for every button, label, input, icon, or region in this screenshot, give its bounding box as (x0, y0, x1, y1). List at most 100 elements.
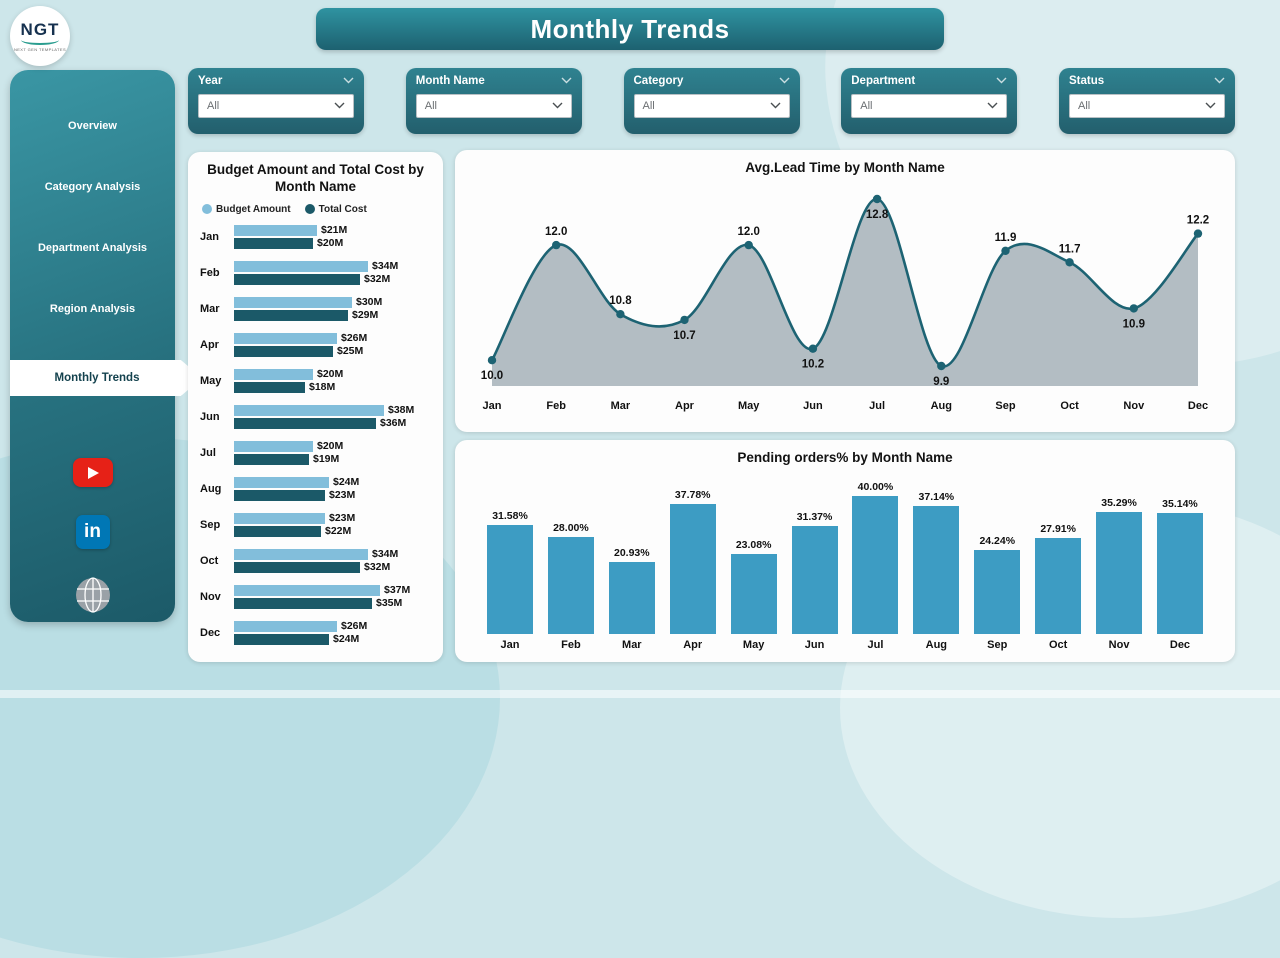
background-strip (0, 690, 1280, 698)
bar-value-label: $29M (352, 309, 379, 322)
x-axis-label: Jul (869, 400, 885, 412)
bar-total-cost-nov[interactable] (234, 597, 372, 609)
data-point-oct[interactable] (1065, 257, 1074, 267)
filter-header: Department (851, 75, 1007, 87)
pending-column-feb: 28.00% Feb (546, 473, 596, 651)
bar-budget-amount-sep[interactable] (234, 512, 325, 524)
filter-dropdown-month-name[interactable]: All (415, 94, 572, 118)
bar-total-cost-aug[interactable] (234, 489, 325, 501)
filter-header: Month Name (416, 75, 572, 87)
bar-dec[interactable] (1156, 512, 1203, 634)
x-axis-label: May (738, 400, 760, 412)
bar-total-cost-dec[interactable] (234, 633, 329, 645)
bar-total-cost-sep[interactable] (234, 525, 321, 537)
bar-apr[interactable] (669, 503, 716, 634)
data-point-mar[interactable] (616, 309, 625, 319)
bar-budget-amount-dec[interactable] (234, 620, 337, 632)
x-axis-label: Dec (1169, 638, 1191, 651)
x-axis-label: Jan (500, 638, 520, 651)
bar-line: $35M (234, 597, 431, 609)
bar-budget-amount-jun[interactable] (234, 404, 384, 416)
x-axis-label: Feb (546, 400, 566, 412)
bar-total-cost-mar[interactable] (234, 309, 348, 321)
data-point-apr[interactable] (680, 315, 689, 324)
filter-label: Department (851, 75, 916, 87)
bar-budget-amount-may[interactable] (234, 368, 313, 380)
bar-total-cost-may[interactable] (234, 381, 305, 393)
bar-jan[interactable] (487, 524, 533, 634)
bar-value-label: 37.14% (918, 490, 955, 503)
bar-feb[interactable] (547, 536, 594, 634)
bar-budget-amount-jul[interactable] (234, 440, 313, 452)
filter-dropdown-year[interactable]: All (198, 94, 354, 118)
data-point-jul[interactable] (872, 194, 882, 204)
bar-total-cost-oct[interactable] (234, 561, 360, 573)
bar-budget-amount-oct[interactable] (234, 548, 368, 560)
data-point-may[interactable] (744, 240, 753, 250)
filter-dropdown-category[interactable]: All (633, 94, 790, 118)
bar-budget-amount-feb[interactable] (234, 260, 368, 272)
bar-budget-amount-aug[interactable] (234, 476, 329, 488)
bar-total-cost-apr[interactable] (234, 345, 333, 357)
point-label: 12.0 (738, 226, 760, 238)
area-fill (492, 198, 1198, 386)
x-axis-label: Dec (1188, 400, 1208, 412)
bar-oct[interactable] (1035, 537, 1082, 634)
bar-total-cost-jul[interactable] (234, 453, 309, 465)
bar-value-label: $35M (376, 597, 403, 610)
category-label: Aug (200, 482, 222, 495)
filter-dropdown-department[interactable]: All (851, 94, 1008, 118)
category-label: Oct (200, 554, 219, 567)
bar-line: $36M (234, 417, 431, 429)
bar-may[interactable] (730, 553, 777, 634)
data-point-sep[interactable] (1001, 246, 1010, 255)
data-point-jan[interactable] (487, 355, 497, 365)
sidebar-item-region-analysis[interactable]: Region Analysis (49, 303, 136, 315)
bar-value-label: $30M (356, 296, 383, 309)
bar-total-cost-jun[interactable] (234, 417, 376, 429)
chevron-down-icon (343, 75, 354, 87)
bar-sep[interactable] (974, 549, 1021, 634)
bar-mar[interactable] (608, 561, 655, 634)
bar-jul[interactable] (852, 495, 899, 634)
youtube-icon[interactable] (72, 458, 113, 487)
data-point-aug[interactable] (937, 361, 946, 371)
sidebar-item-category-analysis[interactable]: Category Analysis (44, 181, 141, 193)
bar-aug[interactable] (913, 505, 960, 634)
category-label: Mar (200, 302, 220, 315)
bar-budget-amount-mar[interactable] (234, 296, 352, 308)
bar-budget-amount-apr[interactable] (234, 332, 337, 344)
data-point-jun[interactable] (808, 344, 818, 353)
web-globe-icon[interactable] (75, 577, 111, 613)
budget-row-sep: Sep $23M $22M (200, 507, 431, 543)
bar-jun[interactable] (791, 525, 838, 634)
bar-line: $38M (234, 404, 431, 416)
bar-nov[interactable] (1096, 511, 1143, 634)
bar-total-cost-feb[interactable] (234, 273, 360, 285)
category-label: Jan (200, 230, 219, 243)
point-label: 12.2 (1187, 214, 1209, 226)
legend-item-budget-amount: Budget Amount (202, 204, 291, 215)
pending-chart: 31.58% Jan 28.00% Feb 20.93% Mar 37.78% Apr 23.0… (467, 473, 1223, 651)
legend-dot (202, 204, 212, 215)
chevron-down-icon (770, 100, 781, 112)
bar-budget-amount-jan[interactable] (234, 224, 317, 236)
data-point-dec[interactable] (1193, 229, 1203, 238)
bar-value-label: $32M (364, 273, 391, 286)
filter-dropdown-value: All (642, 100, 655, 112)
category-label: Feb (200, 266, 220, 279)
sidebar-item-overview[interactable]: Overview (68, 120, 117, 132)
bar-value-label: 23.08% (735, 538, 772, 551)
sidebar-item-monthly-trends[interactable]: Monthly Trends (10, 360, 202, 396)
filter-dropdown-status[interactable]: All (1069, 94, 1225, 118)
sidebar-item-department-analysis[interactable]: Department Analysis (37, 242, 148, 254)
bar-total-cost-jan[interactable] (234, 237, 313, 249)
legend-dot (304, 204, 315, 215)
budget-row-nov: Nov $37M $35M (200, 579, 431, 615)
bar-budget-amount-nov[interactable] (234, 584, 380, 596)
data-point-feb[interactable] (552, 240, 561, 250)
x-axis-label: Jan (483, 400, 502, 412)
data-point-nov[interactable] (1129, 304, 1138, 313)
linkedin-icon[interactable]: in (75, 515, 110, 549)
x-axis-label: Aug (925, 638, 948, 651)
